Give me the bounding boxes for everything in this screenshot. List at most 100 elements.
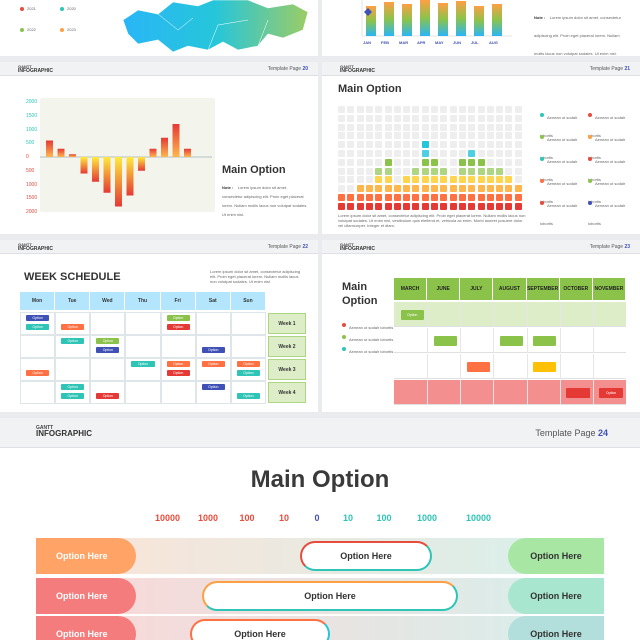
- option-middle-pill[interactable]: Option Here: [190, 619, 330, 640]
- schedule-option[interactable]: Option: [236, 393, 260, 399]
- matrix-cell: [412, 194, 420, 201]
- option-right-tab[interactable]: Option Here: [508, 578, 604, 614]
- matrix-cell: [458, 114, 466, 122]
- matrix-cell: [440, 202, 448, 210]
- grid-line: [526, 328, 528, 353]
- y-tick-label: 0: [26, 154, 29, 160]
- schedule-body: Lorem ipsum dolor sit amet, consectetur …: [210, 269, 301, 284]
- schedule-option[interactable]: Option: [26, 315, 50, 321]
- schedule-option[interactable]: Option: [166, 361, 190, 367]
- schedule-option[interactable]: Option: [96, 393, 120, 399]
- matrix-cell: [384, 132, 392, 140]
- matrix-cell: [365, 106, 373, 113]
- matrix-cell: [365, 123, 373, 131]
- schedule-option[interactable]: Option: [131, 361, 155, 367]
- schedule-option[interactable]: Option: [26, 324, 50, 330]
- schedule-title: WEEK SCHEDULE: [24, 271, 121, 283]
- legend-item: 2020: [60, 6, 76, 11]
- matrix-cell: [458, 150, 466, 157]
- legend-label: Aenean ut sodalr lobortis: [540, 115, 578, 138]
- schedule-cell: [195, 312, 231, 335]
- schedule-option[interactable]: Option: [236, 370, 260, 376]
- legend-dot: [588, 134, 592, 139]
- option-left-tab[interactable]: Option Here: [36, 578, 136, 614]
- schedule-option[interactable]: Option: [236, 361, 260, 367]
- grid-line: [526, 302, 528, 327]
- matrix-cell: [365, 194, 373, 201]
- matrix-cell: [449, 150, 457, 157]
- schedule-cell: [90, 312, 126, 335]
- option-middle-pill[interactable]: Option Here: [202, 581, 458, 611]
- schedule-option[interactable]: Option: [96, 338, 120, 344]
- matrix-cell: [514, 158, 522, 166]
- schedule-option[interactable]: Option: [201, 347, 225, 353]
- legend-dot: [588, 200, 592, 205]
- matrix-cell: [375, 106, 383, 113]
- matrix-cell: [505, 141, 513, 149]
- matrix-cell: [440, 167, 448, 175]
- matrix-cell: [421, 202, 429, 210]
- option-left-tab[interactable]: Option Here: [36, 616, 136, 640]
- matrix-cell: [365, 176, 373, 184]
- slide-bar-chart: GANTT INFOGRAPHIC Template Page 20 2000 15…: [0, 62, 318, 234]
- gantt-bar[interactable]: Option: [400, 310, 424, 320]
- matrix-cell: [440, 106, 448, 113]
- monthly-bar-chart: [361, 0, 512, 37]
- option-middle-pill[interactable]: Option Here: [300, 541, 432, 571]
- matrix-cell: [431, 185, 438, 193]
- matrix-cell: [365, 202, 373, 210]
- legend-label: Aenean ut sodalr lobortis: [540, 137, 578, 160]
- matrix-cell: [431, 123, 438, 131]
- legend-item: Aenean ut sodalr lobortis: [540, 150, 584, 186]
- schedule-option[interactable]: Option: [166, 324, 190, 330]
- matrix-cell: [347, 114, 355, 122]
- matrix-cell: [486, 132, 494, 140]
- month-label: MAR: [399, 40, 409, 45]
- matrix-cell: [458, 123, 466, 131]
- matrix-cell: [468, 194, 476, 201]
- schedule-option[interactable]: Option: [61, 324, 85, 330]
- page-label: Template Page 24: [535, 428, 608, 438]
- matrix-cell: [347, 167, 355, 175]
- matrix-cell: [375, 150, 383, 157]
- gantt-bar[interactable]: [466, 362, 491, 372]
- schedule-option[interactable]: Option: [166, 370, 190, 376]
- gantt-bar[interactable]: [533, 336, 557, 346]
- grid-line: [559, 380, 561, 405]
- schedule-option[interactable]: Option: [61, 338, 85, 344]
- day-header-row: Mon Tue Wed Thu Fri Sat Sun: [20, 292, 266, 310]
- legend-label: Aenean ut sodalr lobortis: [588, 159, 626, 182]
- matrix-cell: [384, 185, 392, 193]
- schedule-option[interactable]: Option: [26, 370, 50, 376]
- schedule-option[interactable]: Option: [96, 347, 120, 353]
- matrix-cell: [403, 114, 411, 122]
- option-left-tab[interactable]: Option Here: [36, 538, 136, 574]
- gantt-bar[interactable]: [433, 336, 457, 346]
- matrix-cell: [440, 194, 448, 201]
- matrix-cell: [365, 158, 373, 166]
- grid-line: [526, 354, 528, 379]
- matrix-cell: [505, 106, 513, 113]
- gantt-bar[interactable]: [566, 388, 590, 398]
- matrix-cell: [431, 141, 438, 149]
- schedule-option[interactable]: Option: [166, 315, 190, 321]
- matrix-cell: [477, 150, 485, 157]
- gantt-bar[interactable]: [533, 362, 557, 372]
- matrix-cell: [496, 150, 504, 157]
- month-bar: [474, 6, 484, 36]
- option-right-tab[interactable]: Option Here: [508, 616, 604, 640]
- matrix-cell: [347, 176, 355, 184]
- matrix-cell: [421, 185, 429, 193]
- schedule-option[interactable]: Option: [201, 384, 225, 390]
- schedule-option[interactable]: Option: [201, 361, 225, 367]
- schedule-option[interactable]: Option: [61, 384, 85, 390]
- legend-dot: [540, 200, 544, 205]
- matrix-cell: [403, 123, 411, 131]
- matrix-cell: [421, 158, 429, 166]
- gantt-bar[interactable]: Option: [599, 388, 623, 398]
- gantt-bar[interactable]: [500, 336, 524, 346]
- matrix-cell: [431, 158, 438, 166]
- schedule-option[interactable]: Option: [61, 393, 85, 399]
- option-right-tab[interactable]: Option Here: [508, 538, 604, 574]
- matrix-cell: [449, 167, 457, 175]
